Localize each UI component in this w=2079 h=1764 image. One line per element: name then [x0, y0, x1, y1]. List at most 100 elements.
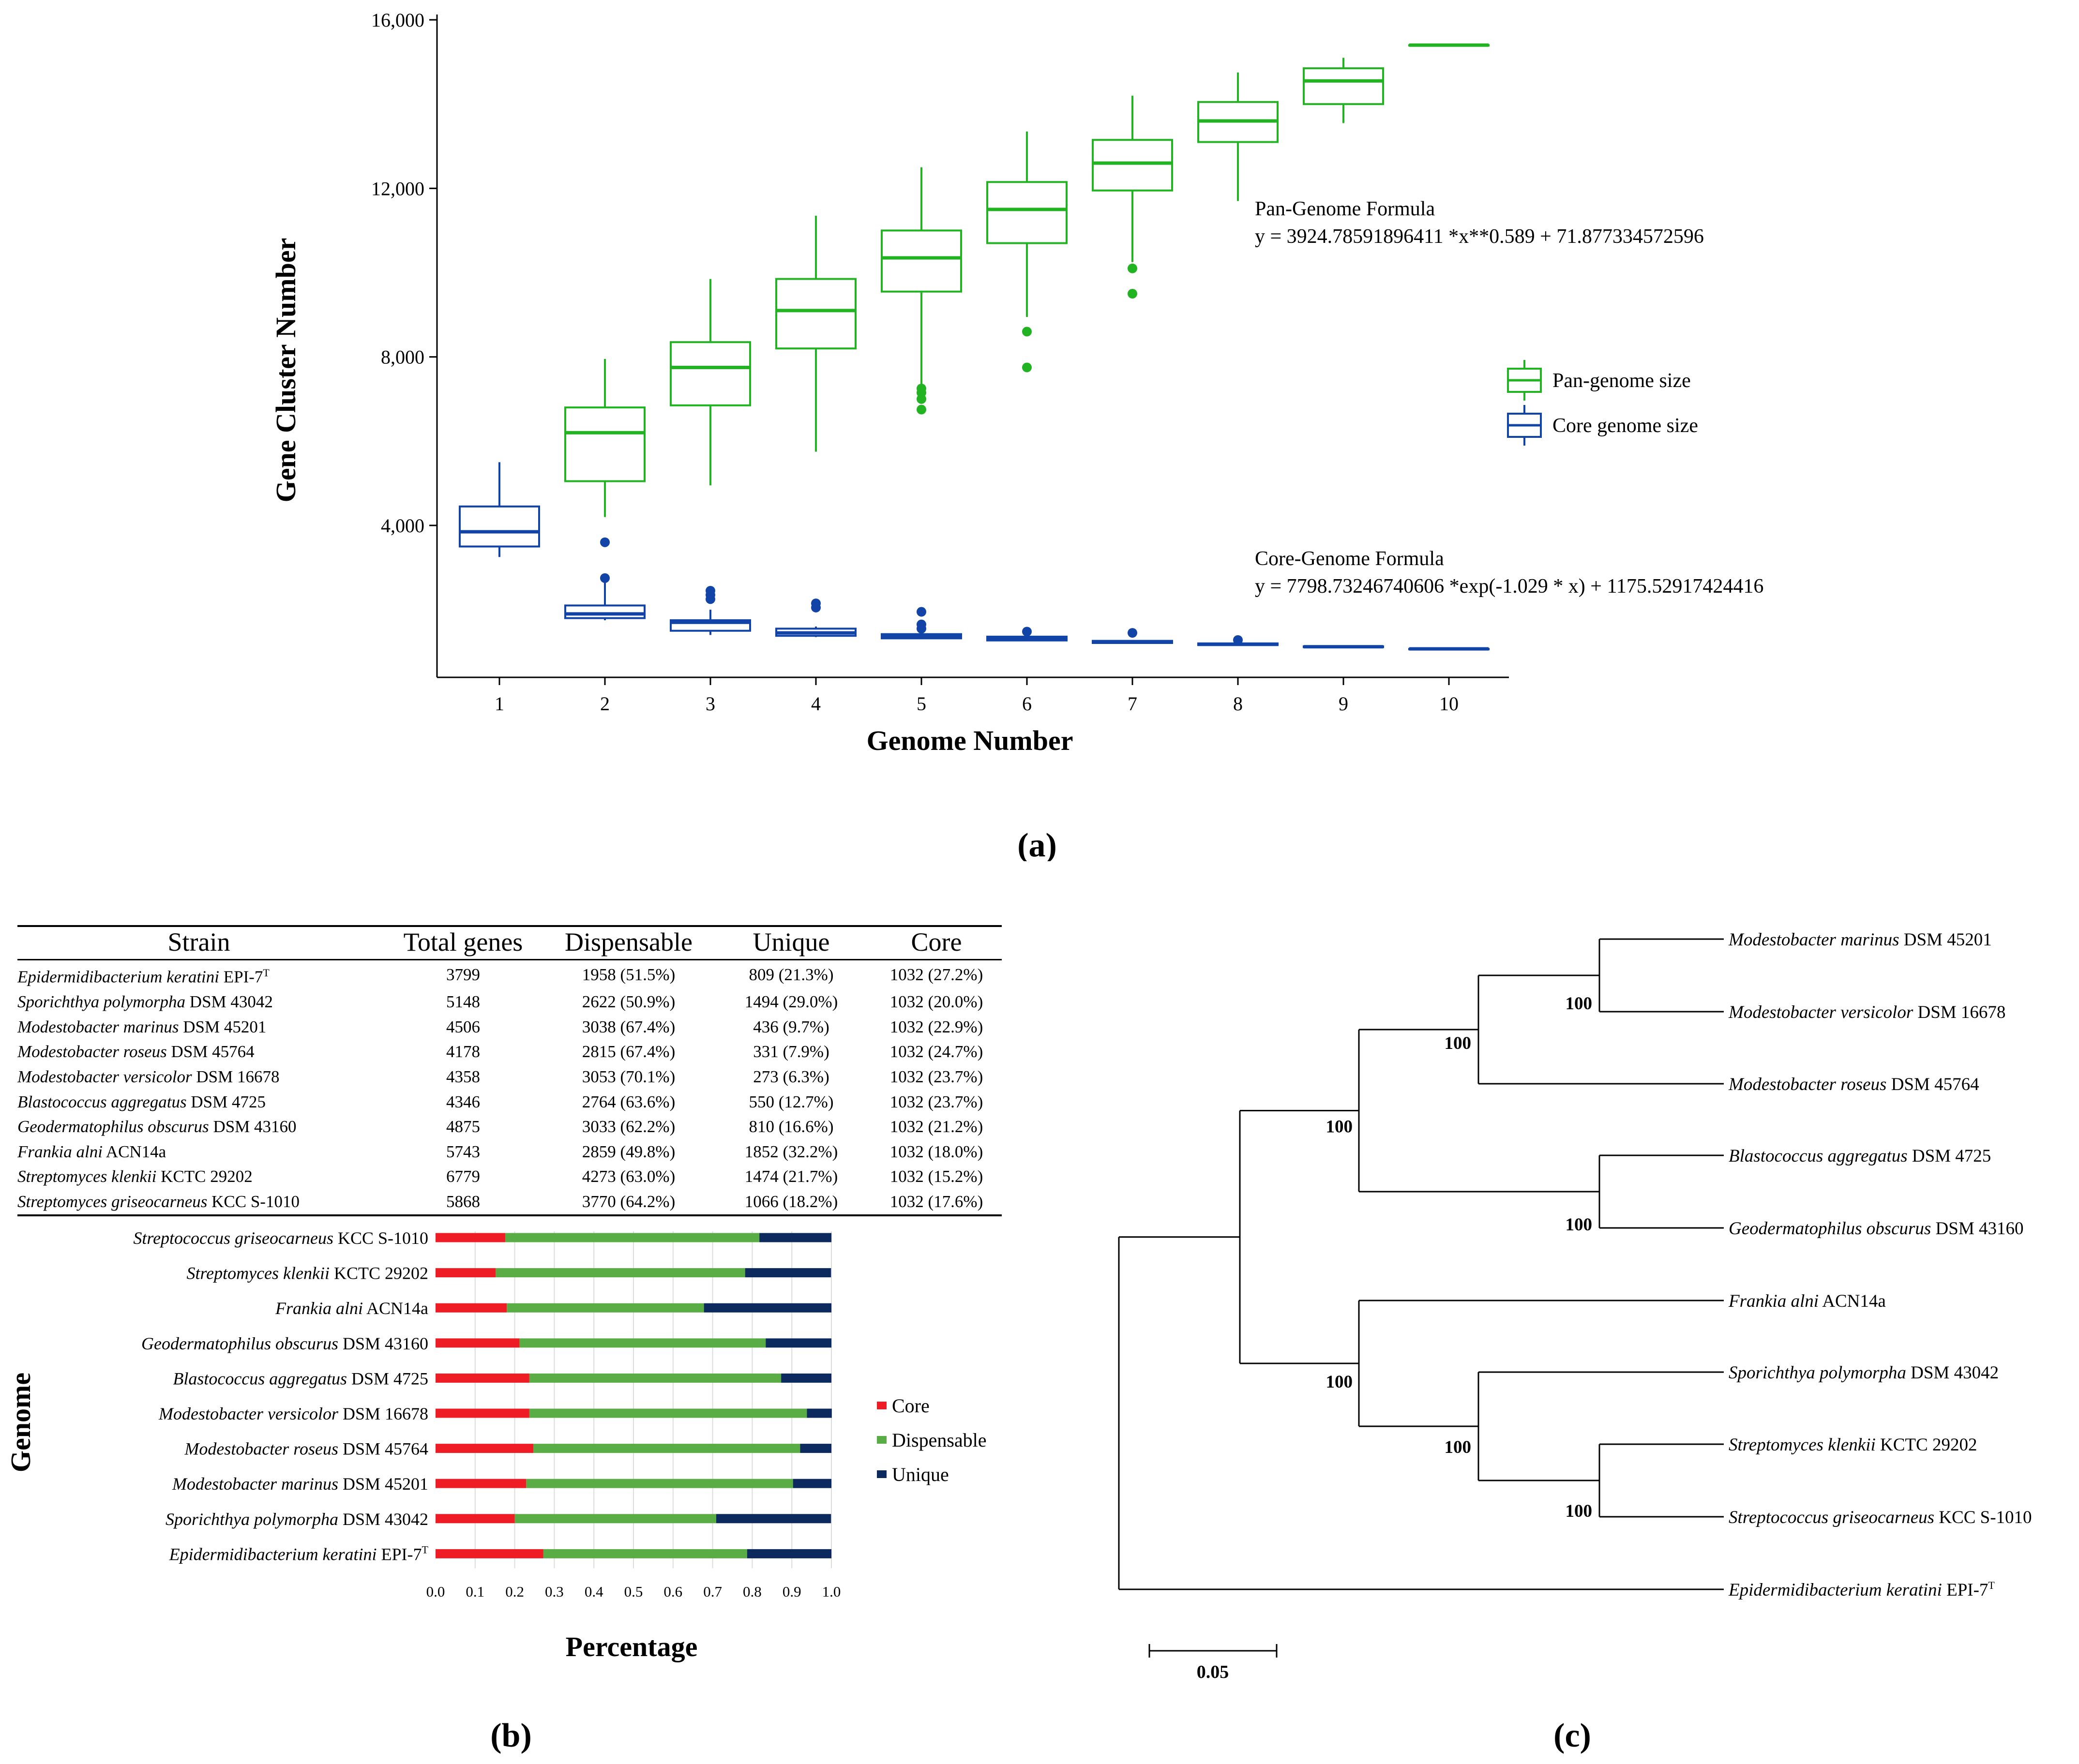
- box-pan-genome-size: [775, 215, 857, 452]
- tree-leaf-label: Blastococcus aggregatus DSM 4725: [1729, 1146, 1991, 1166]
- x-tick-label: 10: [1439, 693, 1459, 715]
- y-tick-label: 8,000: [381, 346, 424, 368]
- cell-dispensable: 2622 (50.9%): [582, 992, 676, 1012]
- tree-leaf-label: Geodermatophilus obscurus DSM 43160: [1729, 1219, 2024, 1239]
- cell-core: 1032 (27.2%): [889, 965, 983, 985]
- cell-unique: 809 (21.3%): [749, 965, 834, 985]
- bar-segment-unique: [759, 1233, 831, 1242]
- strain-suffix: EPI-7: [219, 967, 263, 987]
- tree-leaf-label: Streptococcus griseocarneus KCC S-1010: [1729, 1508, 2032, 1527]
- bar-segment-unique: [800, 1444, 831, 1453]
- cell-total-genes: 5743: [446, 1142, 480, 1161]
- outlier-point: [917, 383, 926, 393]
- outlier-point: [1128, 263, 1137, 273]
- box-core-genome-size: [1197, 635, 1279, 646]
- x-tick-label: 3: [706, 693, 715, 715]
- cell-dispensable: 3038 (67.4%): [582, 1017, 676, 1036]
- box-core-genome-size: [986, 627, 1068, 642]
- bar-segment-dispensable: [496, 1268, 745, 1278]
- legend-label: Core genome size: [1552, 415, 1698, 437]
- bootstrap-value: 100: [1445, 1033, 1472, 1053]
- strain-suffix: DSM 43042: [185, 992, 273, 1012]
- bootstrap-value: 100: [1566, 1215, 1593, 1235]
- bar-category-label: Sporichthya polymorpha DSM 43042: [166, 1510, 428, 1529]
- box-body: [459, 505, 540, 548]
- cell-unique: 1852 (32.2%): [744, 1142, 838, 1161]
- cell-total-genes: 5148: [446, 992, 480, 1012]
- bar-segment-core: [436, 1408, 529, 1418]
- strain-suffix: KCTC 29202: [156, 1167, 253, 1186]
- bar-segment-dispensable: [526, 1479, 793, 1488]
- bar-segment-core: [436, 1514, 515, 1524]
- bar-legend-swatch: [877, 1470, 887, 1478]
- table-row: Geodermatophilus obscurus DSM 43160 4875 3…: [17, 1114, 1002, 1139]
- table-row: Epidermidibacterium keratini EPI-7T 3799 1…: [17, 960, 1002, 990]
- tree-branches: [1118, 938, 1724, 1590]
- box-body: [1092, 139, 1173, 192]
- cell-total-genes: 6779: [446, 1167, 480, 1186]
- species-strain: DSM 4725: [1908, 1146, 1991, 1166]
- tree-leaf-label: Streptomyces klenkii KCTC 29202: [1729, 1435, 1977, 1455]
- bar-segment-unique: [807, 1408, 832, 1418]
- tree-bootstrap-labels: 100 100 100 100 100 100 100: [1326, 994, 1593, 1521]
- table-row: Streptomyces griseocarneus KCC S-1010 586…: [17, 1189, 1002, 1216]
- core-formula-title: Core-Genome Formula: [1255, 548, 1444, 570]
- bar-category-label: Streptococcus griseocarneus KCC S-1010: [133, 1228, 428, 1248]
- table-row: Modestobacter marinus DSM 45201 4506 3038 …: [17, 1015, 1002, 1040]
- bar-legend-label: Dispensable: [892, 1429, 987, 1451]
- species-genus: Geodermatophilus obscurus: [141, 1334, 338, 1353]
- cell-unique: 273 (6.3%): [753, 1067, 829, 1087]
- bar-category-label: Blastococcus aggregatus DSM 4725: [173, 1369, 428, 1388]
- box-pan-genome-size: [564, 359, 646, 517]
- box-pan-genome-size: [1303, 58, 1384, 123]
- tree-leaf-label: Frankia alni ACN14a: [1728, 1291, 1886, 1311]
- bar-legend-swatch: [877, 1436, 887, 1444]
- species-strain: DSM 4725: [347, 1369, 428, 1388]
- x-tick-label: 8: [1233, 693, 1243, 715]
- cell-strain: Blastococcus aggregatus DSM 4725: [17, 1090, 380, 1115]
- stacked-bar-area: Streptococcus griseocarneus KCC S-1010 St…: [133, 1228, 841, 1600]
- cell-dispensable: 2815 (67.4%): [582, 1042, 676, 1061]
- box-core-genome-size: [881, 607, 962, 640]
- bar-category-label: Streptomyces klenkii KCTC 29202: [186, 1264, 428, 1283]
- cell-total-genes: 4346: [446, 1092, 480, 1111]
- cell-core: 1032 (21.2%): [889, 1117, 983, 1136]
- table-row: Streptomyces klenkii KCTC 29202 6779 4273 …: [17, 1164, 1002, 1189]
- cell-total-genes: 3799: [446, 965, 480, 985]
- strain-genus: Blastococcus aggregatus: [17, 1092, 187, 1111]
- bar-segment-unique: [745, 1268, 831, 1278]
- x-tick-label: 7: [1128, 693, 1137, 715]
- legend-label: Pan-genome size: [1552, 370, 1691, 392]
- species-strain: DSM 43160: [1931, 1219, 2023, 1239]
- outlier-point: [917, 619, 926, 629]
- bar-segment-unique: [747, 1549, 831, 1558]
- strain-suffix: DSM 4725: [186, 1092, 266, 1111]
- cell-strain: Epidermidibacterium keratini EPI-7T: [17, 960, 380, 990]
- scale-bar-label: 0.05: [1197, 1662, 1229, 1682]
- species-genus: Streptomyces klenkii: [1729, 1435, 1876, 1455]
- pan-formula: y = 3924.78591896411 *x**0.589 + 71.8773…: [1255, 225, 1704, 248]
- species-superscript: T: [422, 1543, 429, 1555]
- bar-x-tick-label: 0.5: [624, 1583, 643, 1600]
- cell-total-genes: 4506: [446, 1017, 480, 1036]
- outlier-point: [917, 404, 926, 415]
- cell-core: 1032 (24.7%): [889, 1042, 983, 1061]
- bar-category-label: Epidermidibacterium keratini EPI-7T: [169, 1543, 429, 1564]
- box-pan-genome-size: [1092, 95, 1173, 299]
- strain-genus: Geodermatophilus obscurus: [17, 1117, 209, 1136]
- box-body: [1303, 67, 1384, 105]
- cell-unique: 1066 (18.2%): [711, 1189, 871, 1216]
- x-tick-label: 1: [495, 693, 504, 715]
- species-genus: Frankia alni: [275, 1299, 363, 1318]
- boxplot-axes: 4,000 8,000 12,000 16,000 1 2 3 4 5 6 7 8 9 10: [371, 9, 1509, 715]
- species-genus: Streptomyces klenkii: [186, 1264, 330, 1283]
- bootstrap-value: 100: [1326, 1372, 1353, 1392]
- species-strain: DSM 45201: [1899, 930, 1992, 950]
- tree-leaf-label: Epidermidibacterium keratini EPI-7T: [1728, 1579, 1995, 1600]
- bar-legend-label: Unique: [892, 1464, 949, 1485]
- box-pan-genome-size: [1197, 72, 1279, 201]
- outlier-point: [706, 585, 715, 596]
- cell-core: 1032 (20.0%): [889, 992, 983, 1012]
- species-strain: DSM 16678: [1913, 1002, 2005, 1022]
- box-body: [564, 604, 646, 619]
